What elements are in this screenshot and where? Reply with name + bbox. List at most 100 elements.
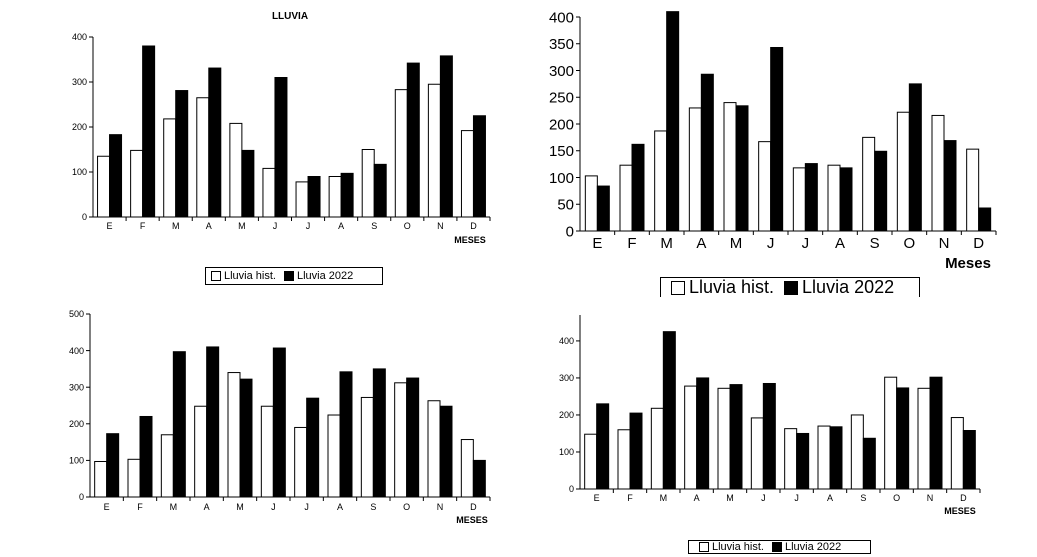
x-category-label: J bbox=[273, 221, 278, 231]
legend-label-2022: Lluvia 2022 bbox=[296, 270, 354, 282]
bar-2022 bbox=[829, 426, 843, 490]
bar-2022 bbox=[406, 62, 420, 218]
bar-historical bbox=[427, 83, 441, 218]
bar-historical bbox=[688, 107, 702, 232]
x-category-label: A bbox=[696, 235, 706, 252]
bar-2022 bbox=[206, 346, 220, 498]
legend-swatch-2022 bbox=[771, 542, 782, 552]
bar-2022 bbox=[729, 384, 743, 490]
x-category-label: J bbox=[271, 502, 276, 512]
x-category-label: N bbox=[437, 502, 444, 512]
y-tick-label: 100 bbox=[69, 456, 84, 466]
bar-2022 bbox=[762, 382, 776, 490]
bar-2022 bbox=[172, 351, 186, 498]
bar-historical bbox=[617, 429, 631, 490]
bar-2022 bbox=[175, 90, 189, 218]
x-category-label: N bbox=[927, 493, 934, 503]
bar-historical bbox=[394, 89, 408, 218]
x-category-label: M bbox=[238, 221, 246, 231]
x-category-label: D bbox=[973, 235, 984, 252]
y-tick-label: 350 bbox=[549, 36, 574, 53]
bar-2022 bbox=[978, 207, 992, 232]
bar-historical bbox=[950, 417, 964, 490]
bar-historical bbox=[584, 433, 598, 490]
bar-historical bbox=[94, 460, 108, 498]
bar-2022 bbox=[804, 163, 818, 232]
x-category-label: N bbox=[939, 235, 950, 252]
x-category-label: M bbox=[172, 221, 180, 231]
x-axis-title: Meses bbox=[945, 255, 991, 272]
x-axis-title: MESES bbox=[944, 506, 976, 516]
x-category-label: S bbox=[371, 221, 377, 231]
y-tick-label: 300 bbox=[72, 77, 87, 87]
bar-2022 bbox=[241, 149, 255, 218]
x-category-label: D bbox=[960, 493, 967, 503]
bar-2022 bbox=[662, 331, 676, 490]
bar-historical bbox=[327, 414, 341, 498]
bar-historical bbox=[394, 382, 408, 498]
x-category-label: J bbox=[802, 235, 810, 252]
bar-historical bbox=[196, 97, 210, 218]
bar-2022 bbox=[700, 73, 714, 232]
bar-2022 bbox=[629, 412, 643, 490]
legend-chart-1: Lluvia hist. Lluvia 2022 bbox=[205, 267, 383, 285]
x-category-label: A bbox=[338, 221, 344, 231]
x-category-label: S bbox=[860, 493, 866, 503]
bar-historical bbox=[97, 155, 111, 218]
bar-2022 bbox=[472, 459, 486, 498]
bar-2022 bbox=[340, 172, 354, 218]
bar-historical bbox=[684, 385, 698, 490]
bar-historical bbox=[160, 434, 174, 498]
x-category-label: J bbox=[767, 235, 775, 252]
bar-historical bbox=[328, 176, 342, 218]
bar-historical bbox=[931, 114, 945, 232]
bar-2022 bbox=[596, 185, 610, 232]
bar-2022 bbox=[874, 150, 888, 232]
x-category-label: A bbox=[827, 493, 833, 503]
y-tick-label: 500 bbox=[69, 309, 84, 319]
bar-2022 bbox=[272, 347, 286, 498]
bar-historical bbox=[966, 148, 980, 232]
legend-label-hist: Lluvia hist. bbox=[712, 541, 764, 553]
y-tick-label: 200 bbox=[559, 410, 574, 420]
bar-historical bbox=[194, 405, 208, 498]
bar-historical bbox=[460, 130, 474, 218]
bar-historical bbox=[817, 425, 831, 490]
y-tick-label: 400 bbox=[72, 32, 87, 42]
y-tick-label: 100 bbox=[549, 170, 574, 187]
x-category-label: A bbox=[337, 502, 343, 512]
y-tick-label: 100 bbox=[559, 447, 574, 457]
bar-2022 bbox=[896, 387, 910, 490]
x-category-label: F bbox=[627, 493, 633, 503]
bar-historical bbox=[723, 102, 737, 232]
bar-2022 bbox=[796, 432, 810, 490]
y-tick-label: 300 bbox=[69, 382, 84, 392]
legend-swatch-2022 bbox=[283, 271, 294, 281]
x-category-label: M bbox=[730, 235, 743, 252]
x-category-label: A bbox=[204, 502, 210, 512]
x-category-label: S bbox=[370, 502, 376, 512]
y-tick-label: 250 bbox=[549, 90, 574, 107]
x-category-label: A bbox=[835, 235, 845, 252]
bar-2022 bbox=[439, 405, 453, 498]
x-category-label: F bbox=[137, 502, 143, 512]
bar-2022 bbox=[106, 433, 120, 498]
y-tick-label: 400 bbox=[69, 346, 84, 356]
bar-2022 bbox=[109, 134, 123, 218]
bar-historical bbox=[750, 417, 764, 490]
bar-historical bbox=[584, 175, 598, 232]
bar-historical bbox=[262, 167, 276, 218]
x-category-label: F bbox=[627, 235, 636, 252]
bar-2022 bbox=[929, 376, 943, 490]
y-tick-label: 400 bbox=[549, 9, 574, 26]
legend-swatch-2022 bbox=[784, 280, 799, 295]
x-category-label: J bbox=[304, 502, 309, 512]
y-tick-label: 0 bbox=[79, 492, 84, 502]
bar-historical bbox=[850, 414, 864, 490]
bar-historical bbox=[619, 164, 633, 232]
bar-2022 bbox=[142, 45, 156, 218]
bar-historical bbox=[260, 405, 274, 498]
bar-historical bbox=[130, 149, 144, 218]
x-category-label: O bbox=[893, 493, 900, 503]
